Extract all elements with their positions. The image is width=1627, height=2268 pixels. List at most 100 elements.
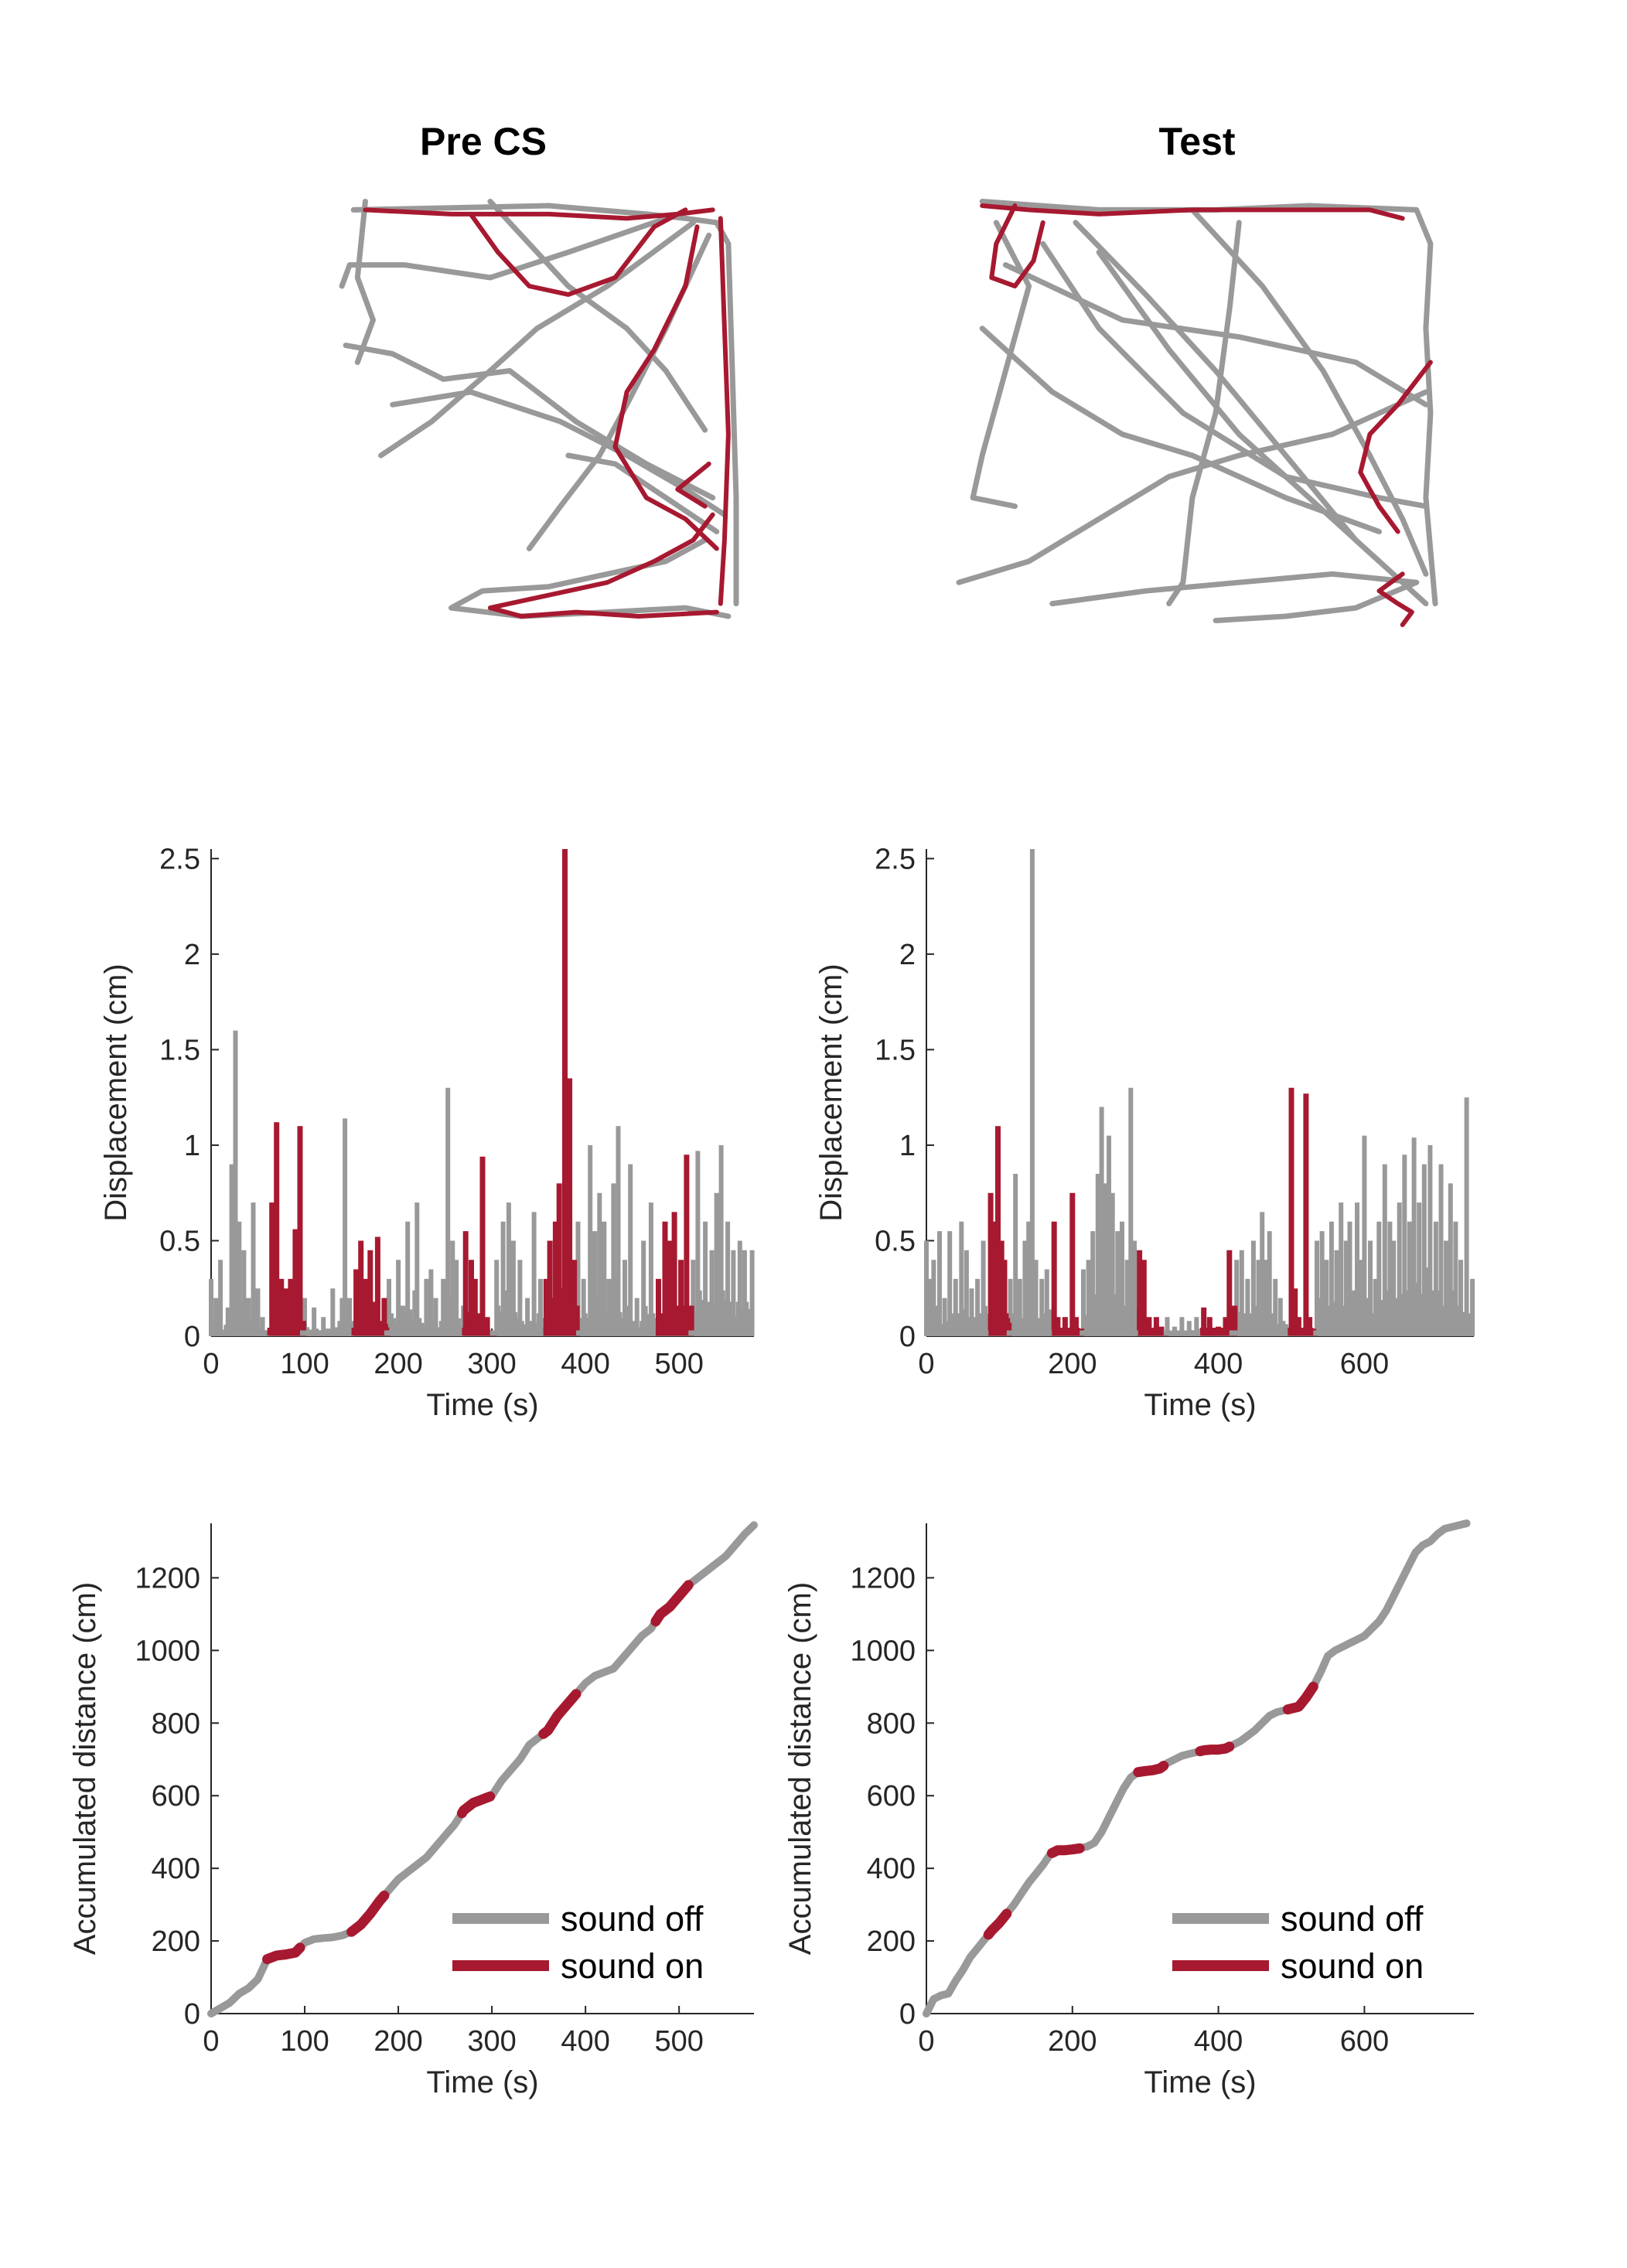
sound-on-trajectory-path (980, 203, 1405, 221)
x-tick-label: 600 (1340, 1348, 1389, 1380)
sound-off-trajectory-path (979, 326, 1382, 534)
y-tick-label: 0.5 (875, 1225, 916, 1257)
sound-on-accumulated-segment (538, 1689, 582, 1739)
accumulated-distance-chart-pre-cs: Accumulated distance (cm) Time (s) sound… (68, 1521, 758, 2099)
y-tick-label: 400 (152, 1853, 200, 1885)
sound-on-accumulated-segment (983, 1908, 1012, 1940)
y-axis-label: Displacement (cm) (814, 963, 848, 1221)
y-tick-label: 2 (184, 939, 200, 971)
y-tick-label: 1 (184, 1130, 200, 1162)
x-tick-label: 0 (203, 1348, 219, 1380)
x-axis-label: Time (s) (426, 1388, 538, 1422)
panel-title-pre-cs: Pre CS (420, 120, 547, 163)
sound-off-trajectory-path (339, 215, 669, 289)
sound-off-trajectory-path (350, 203, 739, 607)
x-tick-label: 100 (280, 1348, 329, 1380)
x-tick-label: 200 (373, 2025, 422, 2058)
x-tick-label: 0 (918, 2025, 934, 2058)
legend: sound off sound on (452, 1899, 704, 1986)
x-tick-label: 500 (654, 1348, 703, 1380)
y-tick-label: 200 (867, 1925, 916, 1958)
sound-on-trajectory-path (612, 224, 719, 551)
x-tick-label: 400 (561, 2025, 609, 2058)
sound-off-trajectory-path (487, 199, 708, 433)
x-tick-label: 400 (1194, 1348, 1243, 1380)
sound-on-accumulated-segment (1195, 1741, 1235, 1757)
sound-on-accumulated-segment (650, 1580, 694, 1627)
y-tick-label: 600 (867, 1780, 916, 1813)
y-tick-label: 1200 (135, 1562, 200, 1594)
y-axis-label: Displacement (cm) (99, 963, 133, 1221)
y-tick-label: 400 (867, 1853, 916, 1885)
y-tick-label: 1.5 (159, 1034, 200, 1066)
y-tick-label: 800 (152, 1707, 200, 1740)
x-tick-label: 600 (1340, 2025, 1389, 2058)
trajectory-plot-pre-cs (339, 199, 739, 619)
sound-off-displacement-series (924, 849, 1475, 1336)
y-tick-label: 2.5 (159, 843, 200, 875)
y-tick-label: 800 (867, 1707, 916, 1740)
sound-off-trajectory-path (378, 220, 696, 459)
x-tick-label: 200 (1048, 1348, 1097, 1380)
sound-on-accumulated-segment (1282, 1681, 1318, 1715)
sound-off-trajectory-path (1096, 249, 1382, 564)
sound-on-accumulated-segment (1046, 1843, 1085, 1858)
x-tick-label: 300 (467, 2025, 516, 2058)
sound-on-trajectory-path (487, 512, 719, 619)
x-tick-label: 0 (203, 2025, 219, 2058)
x-tick-label: 200 (373, 1348, 422, 1380)
y-tick-label: 1.5 (875, 1034, 916, 1066)
y-tick-label: 0 (899, 1998, 916, 2031)
x-tick-label: 400 (561, 1348, 609, 1380)
sound-off-trajectory-path (979, 199, 1438, 607)
y-tick-label: 0 (184, 1998, 200, 2031)
sound-off-trajectory-path (565, 452, 720, 534)
sound-off-trajectory-path (449, 537, 732, 619)
y-tick-label: 1000 (135, 1635, 200, 1667)
sound-off-trajectory-path (1189, 206, 1429, 577)
sound-on-trajectory-path (718, 216, 731, 606)
y-tick-label: 1 (899, 1130, 916, 1162)
sound-on-trajectory-path (675, 461, 711, 509)
y-tick-label: 2 (899, 939, 916, 971)
y-axis-label: Accumulated distance (cm) (783, 1582, 817, 1955)
y-tick-label: 1200 (850, 1562, 916, 1594)
y-tick-label: 0 (899, 1321, 916, 1353)
sound-on-trajectory-path (468, 207, 688, 297)
sound-off-trajectory-path (1049, 571, 1420, 623)
sound-on-trajectory-path (363, 207, 715, 221)
sound-on-trajectory-path (1376, 571, 1414, 627)
legend: sound off sound on (1172, 1899, 1424, 1986)
x-axis-label: Time (s) (426, 2065, 538, 2099)
displacement-chart-pre-cs: Displacement (cm) Time (s) 0 100 200 300 400… (99, 843, 755, 1422)
y-tick-label: 2.5 (875, 843, 916, 875)
sound-off-trajectory-path (390, 389, 728, 518)
legend-label-sound-off: sound off (561, 1899, 704, 1939)
x-tick-label: 100 (280, 2025, 329, 2058)
sound-on-accumulated-segment (262, 1942, 305, 1965)
legend-label-sound-off: sound off (1281, 1899, 1424, 1939)
legend-label-sound-on: sound on (561, 1946, 704, 1986)
y-tick-label: 0.5 (159, 1225, 200, 1257)
x-tick-label: 200 (1048, 2025, 1097, 2058)
y-tick-label: 1000 (850, 1635, 916, 1667)
x-axis-label: Time (s) (1144, 1388, 1256, 1422)
x-tick-label: 500 (654, 2025, 703, 2058)
sound-on-accumulated-segment (456, 1791, 496, 1819)
sound-on-accumulated-segment (1133, 1761, 1169, 1778)
sound-on-trajectory-path (989, 203, 1045, 288)
y-tick-label: 600 (152, 1780, 200, 1813)
displacement-chart-test: Displacement (cm) Time (s) 0 200 400 600 0 0.… (814, 843, 1475, 1422)
legend-label-sound-on: sound on (1281, 1946, 1424, 1986)
x-tick-label: 0 (918, 1348, 934, 1380)
accumulated-distance-chart-test: Accumulated distance (cm) Time (s) sound… (783, 1519, 1474, 2099)
y-tick-label: 200 (152, 1925, 200, 1958)
y-tick-label: 0 (184, 1321, 200, 1353)
panel-title-test: Test (1158, 120, 1235, 163)
x-axis-label: Time (s) (1144, 2065, 1256, 2099)
x-tick-label: 400 (1194, 2025, 1243, 2058)
sound-off-trajectory-path (354, 199, 376, 365)
sound-off-trajectory-path (1040, 240, 1429, 510)
sound-on-accumulated-segment (346, 1890, 390, 1937)
x-tick-label: 300 (467, 1348, 516, 1380)
